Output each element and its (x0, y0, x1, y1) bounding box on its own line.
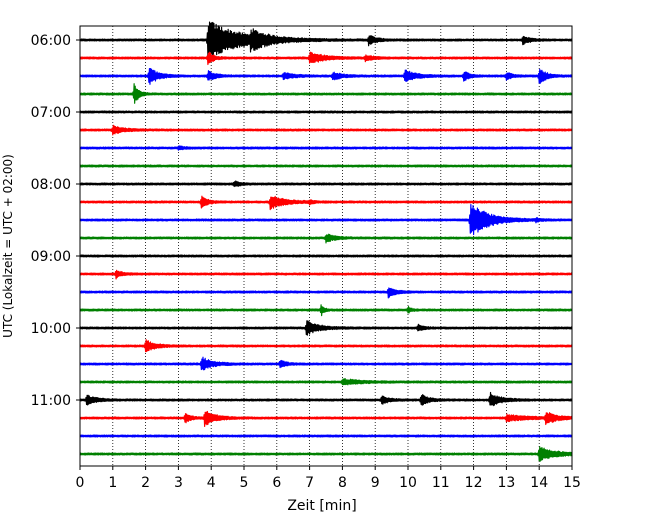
x-tick-label: 1 (108, 475, 117, 491)
y-tick-label: 08:00 (31, 177, 71, 193)
trace-0700 (79, 110, 573, 114)
trace-1015 (79, 339, 573, 353)
x-grid (112, 26, 540, 466)
x-tick-label: 10 (399, 475, 417, 491)
x-tick-label: 0 (76, 475, 85, 491)
x-tick-label: 14 (530, 475, 548, 491)
x-tick-label: 4 (207, 475, 216, 491)
trace-0800 (79, 180, 573, 188)
trace-1100 (79, 391, 573, 407)
x-tick-label: 5 (240, 475, 249, 491)
trace-0815 (79, 195, 573, 211)
x-tick-label: 13 (497, 475, 515, 491)
trace-0645 (79, 83, 573, 104)
trace-0600 (79, 21, 573, 61)
plot-frame (79, 25, 573, 467)
y-tick-label: 11:00 (31, 393, 71, 409)
y-tick-label: 10:00 (31, 321, 71, 337)
x-tick-label: 7 (305, 475, 314, 491)
trace-0715 (79, 124, 573, 136)
x-tick-label: 3 (174, 475, 183, 491)
trace-0830 (79, 203, 573, 236)
trace-0900 (79, 254, 573, 258)
y-axis: 06:00 07:00 08:00 09:00 10:00 11:00 (31, 33, 80, 409)
trace-0945 (79, 304, 573, 317)
trace-0930 (79, 287, 573, 299)
trace-1115 (79, 410, 573, 428)
x-tick-label: 15 (563, 475, 581, 491)
trace-0615 (79, 51, 573, 66)
trace-1000 (79, 320, 573, 336)
y-tick-label: 06:00 (31, 33, 71, 49)
seismogram-traces (79, 21, 573, 462)
trace-0745 (79, 164, 573, 168)
x-tick-label: 8 (338, 475, 347, 491)
trace-0630 (79, 68, 573, 85)
trace-1145 (79, 446, 573, 462)
trace-0845 (79, 233, 573, 244)
trace-0915 (79, 269, 573, 280)
x-axis-title: Zeit [min] (287, 498, 356, 514)
x-tick-label: 6 (272, 475, 281, 491)
x-tick-label: 9 (371, 475, 380, 491)
y-axis-title: UTC (Lokalzeit = UTC + 02:00) (1, 154, 15, 338)
x-axis: 0 1 2 3 4 5 6 7 8 9 10 11 12 13 14 15 (76, 466, 581, 491)
y-tick-label: 09:00 (31, 249, 71, 265)
trace-1045 (79, 377, 573, 386)
trace-1030 (79, 356, 573, 371)
y-tick-label: 07:00 (31, 105, 71, 121)
x-tick-label: 11 (432, 475, 450, 491)
x-tick-label: 2 (141, 475, 150, 491)
trace-0730 (79, 145, 573, 151)
x-tick-label: 12 (465, 475, 483, 491)
trace-1130 (79, 434, 573, 438)
